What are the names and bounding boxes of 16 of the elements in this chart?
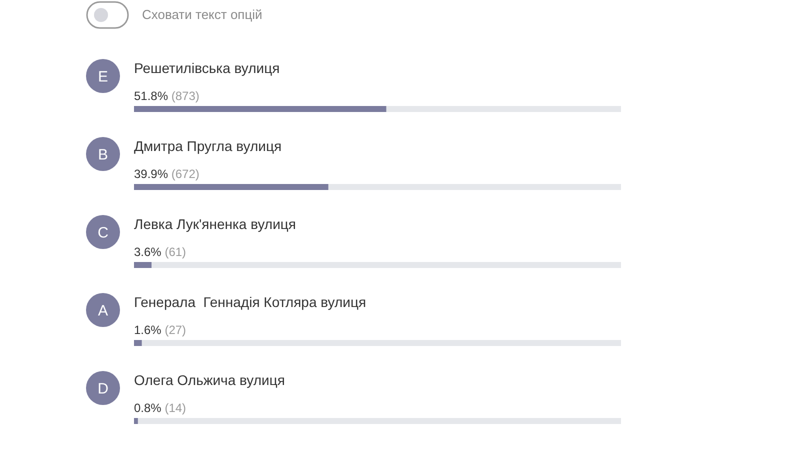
y-tick-label: Решетилівська вулиця — [134, 60, 280, 76]
data-label: 1.6% (27) — [134, 323, 186, 337]
text: C — [98, 224, 109, 242]
text: B — [98, 146, 108, 164]
data-label: 3.6% (61) — [134, 245, 186, 259]
y-tick-label: Олега Ольжича вулиця — [134, 372, 285, 388]
text: A — [98, 302, 108, 320]
text: D — [98, 380, 109, 398]
data-label: 39.9% (672) — [134, 167, 200, 181]
text: Сховати текст опцій — [142, 7, 262, 22]
text: E — [98, 68, 108, 86]
data-label: 51.8% (873) — [134, 89, 200, 103]
y-tick-label: Дмитра Пругла вулиця — [134, 138, 282, 154]
data-label: 0.8% (14) — [134, 401, 186, 415]
y-tick-label: Генерала Геннадія Котляра вулиця — [134, 294, 366, 310]
y-tick-label: Левка Лук'яненка вулиця — [134, 216, 296, 232]
